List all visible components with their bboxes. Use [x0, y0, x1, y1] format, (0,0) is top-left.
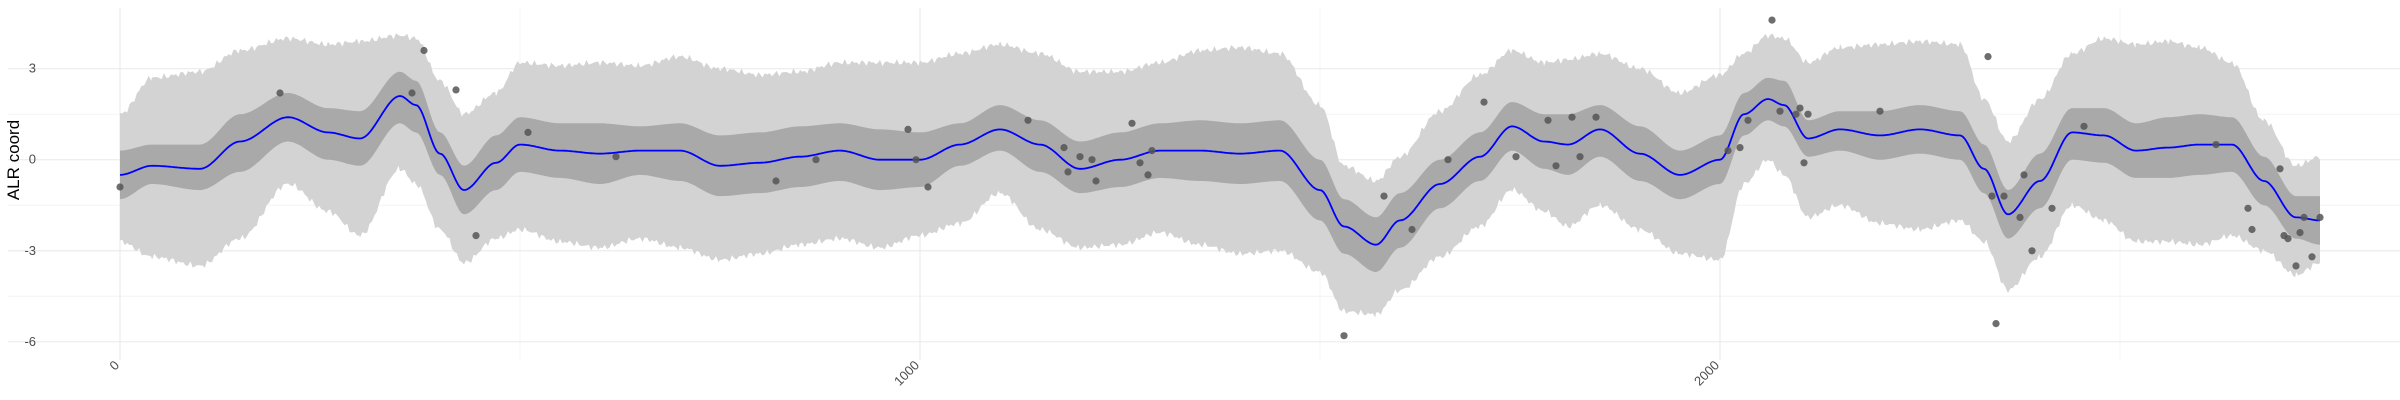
data-point [2028, 247, 2036, 255]
data-point [2296, 229, 2304, 237]
y-axis-title: ALR coord [4, 120, 23, 200]
data-point [1380, 192, 1388, 200]
data-point [2284, 235, 2292, 243]
data-point [1800, 159, 1808, 167]
y-axis-tick-labels: -6 -3 0 3 [24, 61, 36, 349]
data-point [2048, 204, 2056, 212]
data-point [612, 153, 620, 161]
y-tick-label: 3 [29, 61, 36, 76]
posterior-mean-line [119, 95, 2320, 246]
y-tick-label: 0 [29, 152, 36, 167]
data-point [1804, 110, 1812, 118]
data-point [1088, 156, 1096, 164]
observed-points [116, 16, 2324, 340]
data-point [2292, 262, 2300, 270]
y-tick-label: -6 [24, 334, 36, 349]
data-point [1408, 225, 1416, 234]
data-point [1736, 144, 1744, 152]
data-point [1792, 110, 1800, 118]
data-point [1876, 107, 1884, 115]
data-point [1568, 113, 1576, 121]
data-point [420, 46, 428, 55]
data-point [2276, 165, 2284, 173]
data-point [2316, 213, 2324, 221]
data-point [1988, 192, 1996, 200]
inner-credible-band [120, 71, 2320, 272]
data-point [1552, 162, 1560, 170]
data-point [2212, 141, 2220, 149]
data-point [1768, 16, 1776, 24]
data-point [1076, 153, 1084, 161]
x-axis-tick-labels: 0 1000 2000 [106, 358, 1722, 389]
data-point [1128, 119, 1136, 127]
data-point [2080, 122, 2088, 130]
data-point [1796, 104, 1804, 112]
data-point [2308, 253, 2316, 261]
data-point [524, 128, 532, 136]
data-point [1776, 107, 1784, 115]
data-point [408, 89, 416, 97]
data-point [1724, 147, 1732, 155]
data-point [772, 177, 780, 185]
data-point [472, 232, 480, 240]
data-point [912, 156, 920, 164]
data-point [452, 86, 460, 94]
data-point [812, 156, 820, 164]
data-point [2248, 225, 2256, 234]
y-tick-label: -3 [24, 243, 36, 258]
data-point [1744, 116, 1752, 124]
data-point [2244, 204, 2252, 212]
x-tick-label: 2000 [1691, 358, 1722, 389]
data-point [1144, 171, 1152, 179]
data-point [1992, 320, 2000, 328]
data-point [1984, 53, 1992, 61]
data-point [2000, 192, 2008, 200]
x-tick-label: 1000 [891, 358, 922, 389]
data-point [1512, 153, 1520, 161]
data-point [116, 183, 124, 191]
data-point [1592, 113, 1600, 121]
data-point [1340, 332, 1348, 340]
data-point [2016, 213, 2024, 221]
data-point [1480, 98, 1488, 106]
data-point [1060, 144, 1068, 152]
data-point [1092, 177, 1100, 185]
data-point [2020, 171, 2028, 179]
data-point [276, 89, 284, 97]
data-point [1136, 159, 1144, 167]
data-point [1444, 156, 1452, 164]
data-point [1544, 116, 1552, 124]
data-point [1064, 168, 1072, 176]
data-point [1576, 153, 1584, 161]
data-point [2300, 213, 2308, 221]
data-point [904, 125, 912, 133]
data-point [924, 183, 932, 191]
data-point [1024, 116, 1032, 124]
data-point [1148, 147, 1156, 155]
